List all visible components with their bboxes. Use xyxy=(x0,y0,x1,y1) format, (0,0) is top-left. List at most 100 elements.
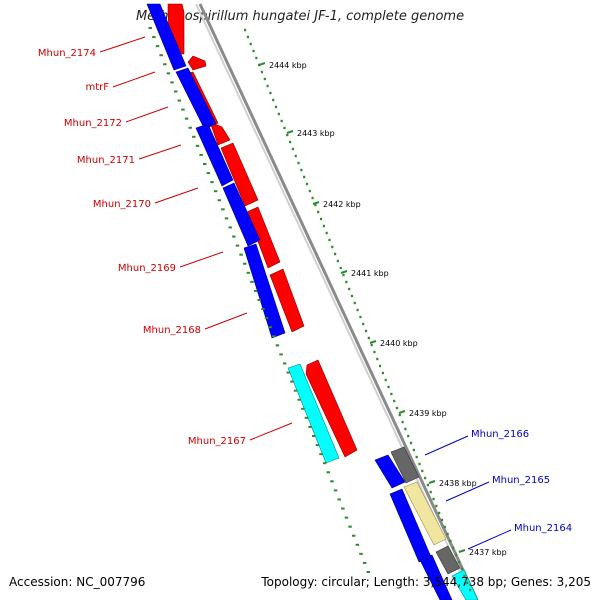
minor-tick xyxy=(224,217,229,220)
tick-dot xyxy=(387,385,390,389)
minor-tick xyxy=(312,435,316,437)
minor-tick xyxy=(246,271,251,274)
accession-text: Accession: NC_007796 xyxy=(9,575,146,589)
gene-label-left[interactable]: Mhun_2174 xyxy=(38,48,96,59)
tick-label: 2442 kbp xyxy=(323,200,361,209)
tick-dot xyxy=(246,35,250,39)
map-title: Methanospirillum hungatei JF-1, complete… xyxy=(135,9,465,24)
tick-dot xyxy=(466,581,469,585)
gene-label-left[interactable]: Mhun_2167 xyxy=(188,436,246,447)
label-leader-line xyxy=(99,36,146,53)
label-leader-line xyxy=(112,71,156,88)
minor-tick xyxy=(155,45,160,48)
tick-dot xyxy=(319,217,323,221)
gene-label-left[interactable]: Mhun_2171 xyxy=(77,155,135,166)
label-leader-line xyxy=(125,106,169,123)
gene-mhun-2164-pseudo[interactable] xyxy=(435,545,461,575)
gene-label-left[interactable]: mtrF xyxy=(85,82,109,93)
major-tick xyxy=(286,130,294,134)
gene-mtrf-rev[interactable] xyxy=(175,67,217,129)
minor-tick xyxy=(304,416,309,419)
tick-dot xyxy=(393,399,396,403)
gene-label-right[interactable]: Mhun_2164 xyxy=(514,523,572,534)
gene-label-left[interactable]: Mhun_2169 xyxy=(118,263,176,274)
tick-dot xyxy=(429,490,432,494)
tick-dot xyxy=(409,441,413,445)
minor-tick xyxy=(250,280,254,283)
tick-dot xyxy=(252,49,255,53)
tick-dot xyxy=(283,126,286,130)
tick-dot xyxy=(356,308,359,312)
tick-dot xyxy=(289,140,292,144)
gene-label-left[interactable]: Mhun_2170 xyxy=(93,199,151,210)
tick-dot xyxy=(255,56,258,60)
label-leader-line xyxy=(445,481,490,502)
gene-mtrf-fwd[interactable] xyxy=(187,55,207,71)
minor-tick xyxy=(261,308,265,311)
tick-dot xyxy=(407,434,410,438)
label-leader-line xyxy=(424,435,469,456)
tick-dot xyxy=(331,245,334,249)
tick-dot xyxy=(418,462,421,466)
gene-mhun-2170-fwd[interactable] xyxy=(220,142,259,207)
tick-dot xyxy=(303,175,306,179)
tick-dot xyxy=(334,252,337,256)
tick-dot xyxy=(446,532,449,536)
tick-dot xyxy=(286,133,289,137)
right-labels: Mhun_2166 Mhun_2165 Mhun_2164 xyxy=(424,429,572,550)
gene-mhun-2168-rev[interactable] xyxy=(243,243,286,339)
gene-label-right[interactable]: Mhun_2166 xyxy=(471,429,529,440)
gene-mhun-2166-pseudo[interactable] xyxy=(390,446,420,484)
tick-dot xyxy=(297,161,300,165)
tick-dot xyxy=(342,273,345,277)
minor-tick xyxy=(239,253,243,256)
minor-tick xyxy=(333,489,338,492)
minor-tick xyxy=(148,27,152,29)
minor-tick xyxy=(192,135,196,138)
tick-dot xyxy=(260,70,264,74)
tick-dot xyxy=(305,182,309,186)
gene-mhun-2174-rev[interactable] xyxy=(146,3,187,71)
gene-mhun-2165-other[interactable] xyxy=(403,481,447,546)
tick-dot xyxy=(367,336,370,340)
gene-mhun-2171-fwd[interactable] xyxy=(209,121,231,146)
gene-mhun-2170-rev[interactable] xyxy=(222,182,261,247)
minor-tick xyxy=(257,299,261,301)
minor-tick xyxy=(279,353,283,356)
tick-dot xyxy=(325,231,328,235)
gene-label-right[interactable]: Mhun_2165 xyxy=(492,475,550,486)
minor-tick xyxy=(268,326,272,329)
tick-label: 2437 kbp xyxy=(469,548,507,557)
gene-mhun-2167-fwd[interactable] xyxy=(305,359,358,458)
gene-mhun-2164-rna[interactable] xyxy=(451,569,479,600)
gene-mhun-2168-fwd[interactable] xyxy=(269,268,305,333)
tick-dot xyxy=(336,259,340,263)
tick-dot xyxy=(452,546,455,550)
gene-mhun-2166-rev[interactable] xyxy=(374,454,406,489)
tick-dot xyxy=(381,371,385,375)
minor-tick xyxy=(351,534,356,537)
gene-mhun-2172-rev[interactable] xyxy=(195,123,234,187)
minor-tick xyxy=(297,398,301,401)
gene-label-left[interactable]: Mhun_2172 xyxy=(64,118,122,129)
gene-mhun-2164-rev[interactable] xyxy=(419,554,453,600)
gene-mhun-2169-fwd[interactable] xyxy=(246,206,281,269)
tick-dot xyxy=(390,392,393,396)
tick-dot xyxy=(345,280,348,284)
tick-dot xyxy=(384,378,387,382)
tick-label: 2439 kbp xyxy=(409,409,447,418)
major-tick xyxy=(458,549,466,553)
gene-mhun-2167-rna[interactable] xyxy=(287,363,340,464)
tick-label: 2441 kbp xyxy=(351,269,389,278)
tick-dot xyxy=(269,91,272,95)
tick-dot xyxy=(438,511,441,515)
major-tick xyxy=(312,201,320,205)
major-tick xyxy=(258,62,266,66)
label-leader-line xyxy=(179,251,224,268)
minor-tick xyxy=(330,480,334,483)
tick-dot xyxy=(415,455,418,459)
gene-label-left[interactable]: Mhun_2168 xyxy=(143,325,201,336)
minor-tick xyxy=(301,407,305,410)
minor-tick xyxy=(322,462,327,465)
